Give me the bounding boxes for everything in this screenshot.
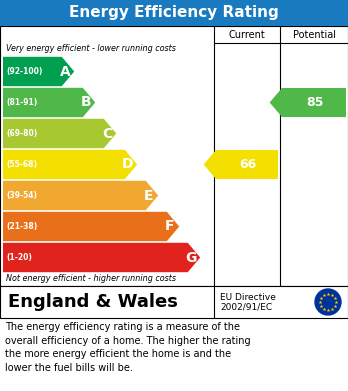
Text: (21-38): (21-38) <box>6 222 37 231</box>
Text: E: E <box>144 188 154 203</box>
Text: Not energy efficient - higher running costs: Not energy efficient - higher running co… <box>6 274 176 283</box>
Text: G: G <box>185 251 197 264</box>
Polygon shape <box>3 57 74 86</box>
Bar <box>0 0 348 26</box>
Text: D: D <box>122 158 134 172</box>
Text: (69-80): (69-80) <box>6 129 37 138</box>
Polygon shape <box>3 181 158 210</box>
Text: 85: 85 <box>307 96 324 109</box>
Text: (81-91): (81-91) <box>6 98 37 107</box>
Polygon shape <box>3 88 95 117</box>
Text: 2002/91/EC: 2002/91/EC <box>220 303 272 312</box>
Text: Potential: Potential <box>293 29 335 39</box>
Polygon shape <box>3 243 200 272</box>
Text: C: C <box>102 127 112 140</box>
Polygon shape <box>3 119 116 148</box>
Text: Energy Efficiency Rating: Energy Efficiency Rating <box>69 5 279 20</box>
Text: F: F <box>165 219 175 233</box>
Text: 66: 66 <box>240 158 257 171</box>
Text: (39-54): (39-54) <box>6 191 37 200</box>
Text: A: A <box>60 65 70 79</box>
Text: (1-20): (1-20) <box>6 253 32 262</box>
Text: (55-68): (55-68) <box>6 160 37 169</box>
Text: B: B <box>81 95 91 109</box>
Polygon shape <box>3 150 137 179</box>
Text: EU Directive: EU Directive <box>220 292 276 301</box>
Polygon shape <box>270 88 346 117</box>
Text: Very energy efficient - lower running costs: Very energy efficient - lower running co… <box>6 44 176 53</box>
Text: (92-100): (92-100) <box>6 67 42 76</box>
Bar <box>0 26 348 286</box>
Polygon shape <box>3 212 179 241</box>
Circle shape <box>315 289 341 315</box>
Bar <box>0 286 348 318</box>
Text: The energy efficiency rating is a measure of the
overall efficiency of a home. T: The energy efficiency rating is a measur… <box>5 322 251 373</box>
Text: Current: Current <box>229 29 266 39</box>
Text: England & Wales: England & Wales <box>8 293 178 311</box>
Polygon shape <box>204 150 278 179</box>
